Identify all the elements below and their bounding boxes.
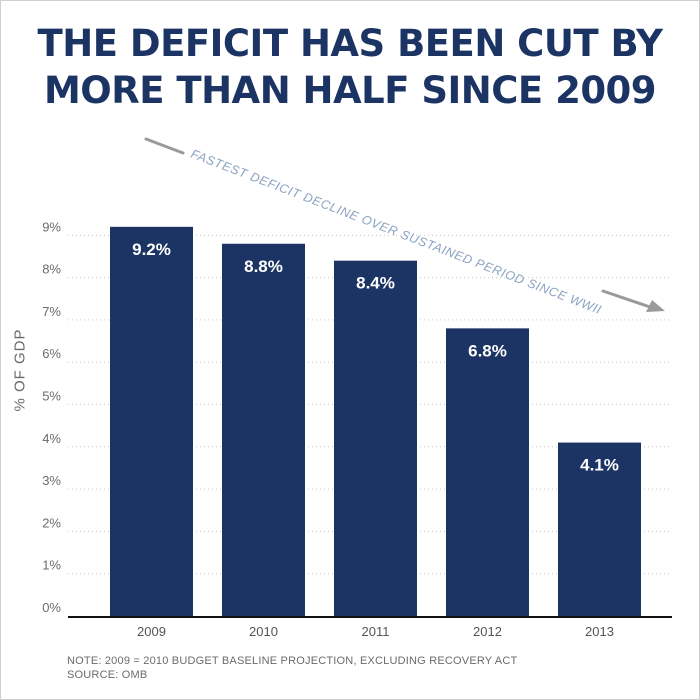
y-tick-label: 8% xyxy=(42,262,61,277)
bar-2012 xyxy=(446,328,529,616)
bar-value-label: 8.4% xyxy=(356,274,395,293)
y-axis-ticks: 0% 1% 2% 3% 4% 5% 6% 7% 8% 9% xyxy=(42,219,61,615)
trend-arrow-line-end xyxy=(601,289,652,309)
bars: 9.2% 8.8% 8.4% 6.8% 4.1% xyxy=(110,226,641,616)
x-tick-label: 2010 xyxy=(249,624,278,639)
chart-title: THE DEFICIT HAS BEEN CUT BY MORE THAN HA… xyxy=(0,20,700,114)
bar-value-label: 6.8% xyxy=(468,341,507,360)
y-tick-label: 1% xyxy=(42,558,61,573)
y-tick-label: 9% xyxy=(42,219,61,234)
bar-value-label: 4.1% xyxy=(580,456,619,475)
y-tick-label: 3% xyxy=(42,473,61,488)
bar-2013 xyxy=(558,442,641,616)
y-tick-label: 5% xyxy=(42,389,61,404)
chart-title-line-1: THE DEFICIT HAS BEEN CUT BY xyxy=(37,22,663,65)
y-tick-label: 6% xyxy=(42,346,61,361)
chart-title-line-2: MORE THAN HALF SINCE 2009 xyxy=(43,69,657,112)
footnote-note: NOTE: 2009 = 2010 BUDGET BASELINE PROJEC… xyxy=(67,655,518,667)
y-tick-label: 7% xyxy=(42,304,61,319)
bar-2010 xyxy=(222,243,305,616)
x-axis-ticks: 2009 2010 2011 2012 2013 xyxy=(137,624,614,639)
y-tick-label: 2% xyxy=(42,515,61,530)
bar-2011 xyxy=(334,260,417,616)
x-tick-label: 2011 xyxy=(362,624,390,639)
trend-arrow-head xyxy=(646,300,665,312)
x-tick-label: 2012 xyxy=(473,624,502,639)
x-tick-label: 2009 xyxy=(137,624,166,639)
trend-arrow-line-start xyxy=(144,137,185,155)
bar-2009 xyxy=(110,226,193,616)
bar-value-label: 8.8% xyxy=(244,257,283,276)
footnote-source: SOURCE: OMB xyxy=(67,669,148,681)
bar-value-label: 9.2% xyxy=(132,240,171,259)
x-tick-label: 2013 xyxy=(585,624,614,639)
footnote: NOTE: 2009 = 2010 BUDGET BASELINE PROJEC… xyxy=(67,654,517,682)
y-tick-label: 4% xyxy=(42,431,61,446)
y-tick-label: 0% xyxy=(42,600,61,615)
